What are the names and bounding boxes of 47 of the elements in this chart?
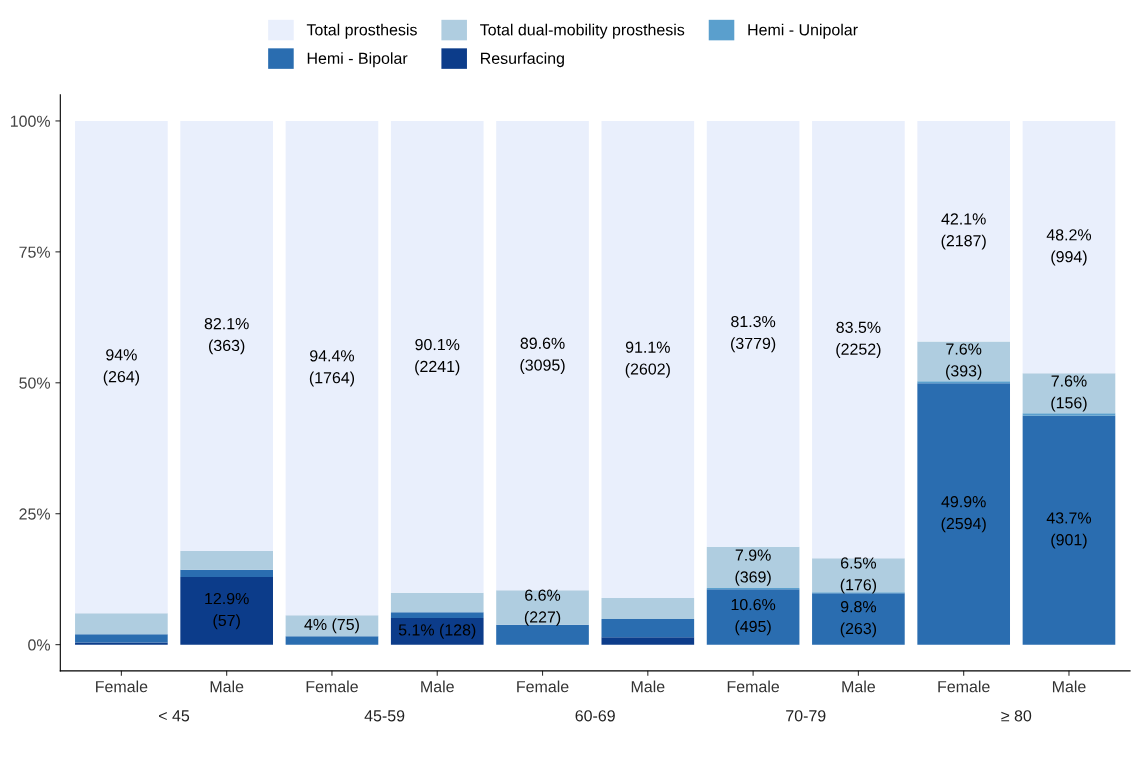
data-label: 91.1% (2602) (625, 341, 670, 378)
x-tick-label: Female (517, 680, 569, 693)
y-tick-label: 75% (19, 246, 51, 258)
data-label: 6.6% (227) (524, 589, 561, 626)
data-label: 82.1% (363) (204, 317, 249, 355)
data-label: 7.6% (156) (1051, 375, 1087, 412)
x-tick-label: Female (727, 680, 780, 693)
data-label: 43.7% (901) (1046, 512, 1092, 549)
y-tick-label: 25% (19, 508, 51, 520)
data-label: 48.2% (994) (1046, 229, 1092, 266)
data-label: 10.6% (495) (731, 598, 776, 636)
data-label: 7.9% (369) (735, 549, 771, 586)
data-label: 94.4% (1764) (309, 350, 355, 387)
data-label: 6.5% (176) (840, 557, 877, 594)
x-tick-label: Female (938, 680, 990, 693)
data-label: 49.9% (2594) (941, 496, 986, 533)
data-label: 4% (75) (304, 618, 359, 634)
x-tick-label: Male (210, 680, 244, 693)
x-tick-label: Female (96, 680, 148, 693)
legend-label: Hemi - Unipolar (748, 23, 858, 39)
data-label: 83.5% (2252) (836, 321, 881, 358)
y-tick-label: 50% (19, 377, 51, 389)
text: 70-79 (786, 710, 826, 722)
x-tick-label: Female (306, 680, 358, 693)
data-label: 5.1% (128) (398, 623, 476, 639)
data-label: 90.1% (2241) (415, 338, 460, 376)
data-label: 89.6% (3095) (520, 337, 565, 374)
y-tick-label: 0% (28, 639, 51, 651)
data-label: 7.6% (393) (946, 343, 982, 380)
data-label: 12.9% (57) (205, 592, 249, 630)
legend-label: Total dual-mobility prosthesis (480, 23, 685, 39)
text: 45-59 (364, 710, 405, 722)
text: ≥ 80 (1001, 710, 1032, 722)
text: 60-69 (575, 710, 615, 722)
x-tick-label: Male (1052, 680, 1086, 693)
legend-label: Resurfacing (481, 52, 564, 68)
data-label: 9.8% (263) (840, 601, 877, 638)
y-tick-label: 100% (10, 115, 51, 127)
legend-label: Hemi - Bipolar (307, 52, 408, 68)
legend-label: Total prosthesis (306, 23, 417, 39)
x-tick-label: Male (842, 680, 875, 693)
data-label: 94% (264) (103, 349, 140, 386)
text: < 45 (159, 710, 190, 722)
data-label: 81.3% (3779) (731, 315, 776, 353)
data-label: 42.1% (2187) (941, 213, 986, 250)
x-tick-label: Male (631, 680, 665, 693)
x-tick-label: Male (421, 680, 454, 693)
